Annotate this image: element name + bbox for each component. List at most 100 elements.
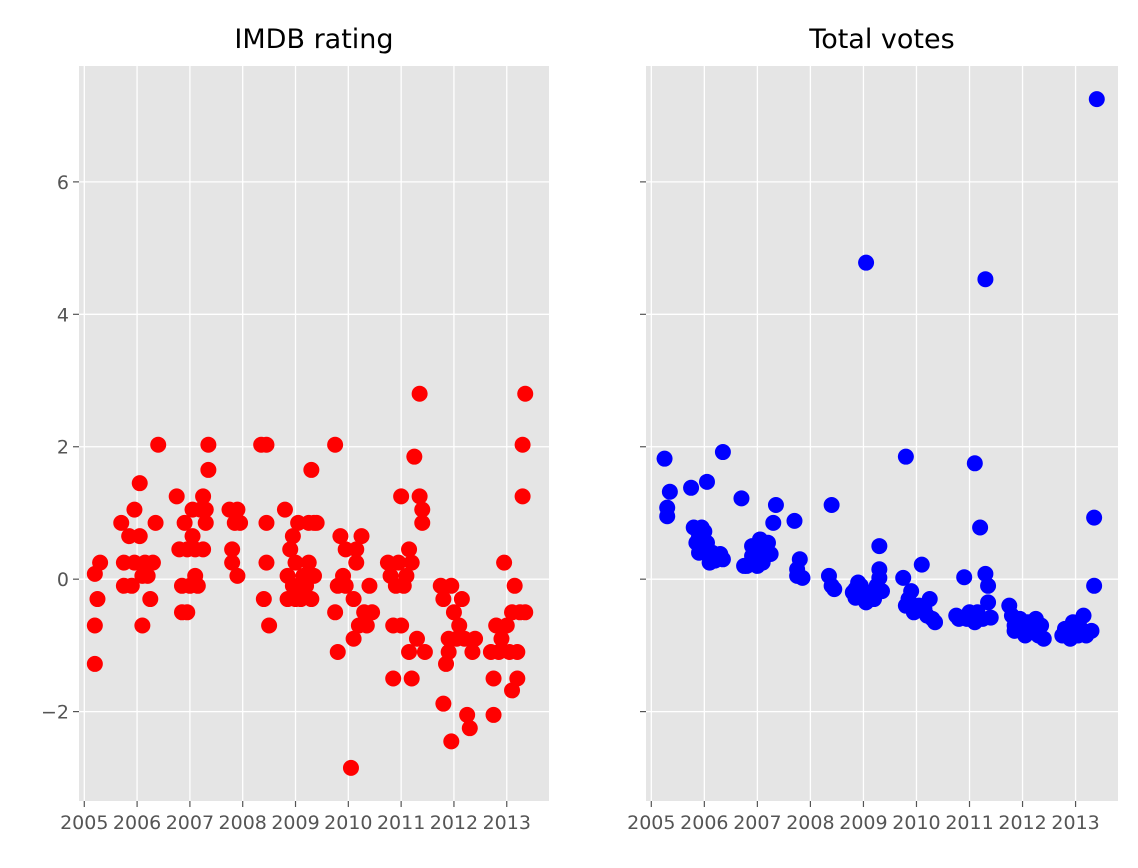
data-point [282, 541, 299, 558]
x-tick-label: 2005 [627, 812, 675, 834]
data-point [826, 581, 843, 598]
data-point [337, 577, 354, 594]
x-tick-label: 2007 [733, 812, 781, 834]
data-point [131, 475, 148, 492]
data-point [393, 488, 410, 505]
x-tick-label: 2011 [945, 812, 993, 834]
y-tick-label: 4 [57, 304, 69, 326]
data-point [89, 591, 106, 608]
data-point [401, 541, 418, 558]
data-point [443, 733, 460, 750]
data-point [980, 577, 997, 594]
data-point [459, 706, 476, 723]
data-point [496, 554, 513, 571]
data-point [86, 617, 103, 634]
data-point [123, 577, 140, 594]
subplot-total-votes: 2005 2006 2007 2008 2009 2010 2011 2012 2013 Tot… [627, 24, 1118, 834]
data-point [1075, 607, 1092, 624]
data-point [414, 514, 431, 531]
data-point [464, 644, 481, 661]
data-point [200, 436, 217, 453]
data-point [714, 444, 731, 461]
data-point [390, 554, 407, 571]
data-point [393, 617, 410, 634]
data-point [255, 591, 272, 608]
data-point [897, 448, 914, 465]
data-point [517, 604, 534, 621]
data-points-imdb-rating [86, 385, 534, 776]
data-point [1083, 622, 1100, 639]
data-point [139, 567, 156, 584]
y-axis-ticks [640, 181, 646, 713]
data-point [791, 551, 808, 568]
x-tick-label: 2008 [219, 812, 267, 834]
x-tick-label: 2007 [166, 812, 214, 834]
plot-area-imdb-rating [79, 66, 549, 801]
data-point [977, 271, 994, 288]
data-point [977, 565, 994, 582]
data-point [287, 554, 304, 571]
x-tick-label: 2013 [1051, 812, 1099, 834]
data-point [823, 497, 840, 514]
data-point [416, 644, 433, 661]
data-point [261, 617, 278, 634]
x-tick-label: 2009 [271, 812, 319, 834]
data-point [871, 561, 888, 578]
data-point [345, 630, 362, 647]
data-point [348, 541, 365, 558]
data-point [147, 514, 164, 531]
data-point [361, 577, 378, 594]
data-point [189, 577, 206, 594]
gridlines [646, 66, 1118, 801]
data-point [509, 644, 526, 661]
data-point [348, 554, 365, 571]
data-point [504, 682, 521, 699]
x-tick-label: 2010 [324, 812, 372, 834]
data-point [982, 609, 999, 626]
data-point [195, 541, 212, 558]
plot-area-total-votes [646, 66, 1118, 801]
data-point [150, 436, 167, 453]
x-tick-label: 2012 [430, 812, 478, 834]
data-point [327, 604, 344, 621]
data-point [921, 591, 938, 608]
data-point [92, 554, 109, 571]
data-point [656, 450, 673, 467]
data-point [229, 501, 246, 518]
data-point [435, 591, 452, 608]
data-point [956, 569, 973, 586]
data-point [403, 554, 420, 571]
data-point [1088, 91, 1105, 108]
x-tick-label: 2006 [113, 812, 161, 834]
data-point [276, 501, 293, 518]
data-point [232, 514, 249, 531]
data-point [303, 461, 320, 478]
data-point [168, 488, 185, 505]
data-point [126, 501, 143, 518]
data-point [258, 554, 275, 571]
data-point [440, 644, 457, 661]
data-point [411, 385, 428, 402]
data-point [509, 670, 526, 687]
data-point [517, 385, 534, 402]
data-point [401, 644, 418, 661]
data-point [786, 512, 803, 529]
data-point [358, 617, 375, 634]
x-tick-label: 2010 [892, 812, 940, 834]
data-point [659, 508, 676, 525]
data-point [342, 759, 359, 776]
data-point [229, 567, 246, 584]
data-point [184, 528, 201, 545]
y-tick-label: 2 [57, 437, 69, 459]
data-point [1035, 630, 1052, 647]
data-point [445, 604, 462, 621]
data-point [485, 706, 502, 723]
data-point [258, 436, 275, 453]
data-point [329, 644, 346, 661]
data-point [385, 670, 402, 687]
data-point [195, 488, 212, 505]
data-point [300, 554, 317, 571]
data-point [453, 591, 470, 608]
data-point [308, 514, 325, 531]
